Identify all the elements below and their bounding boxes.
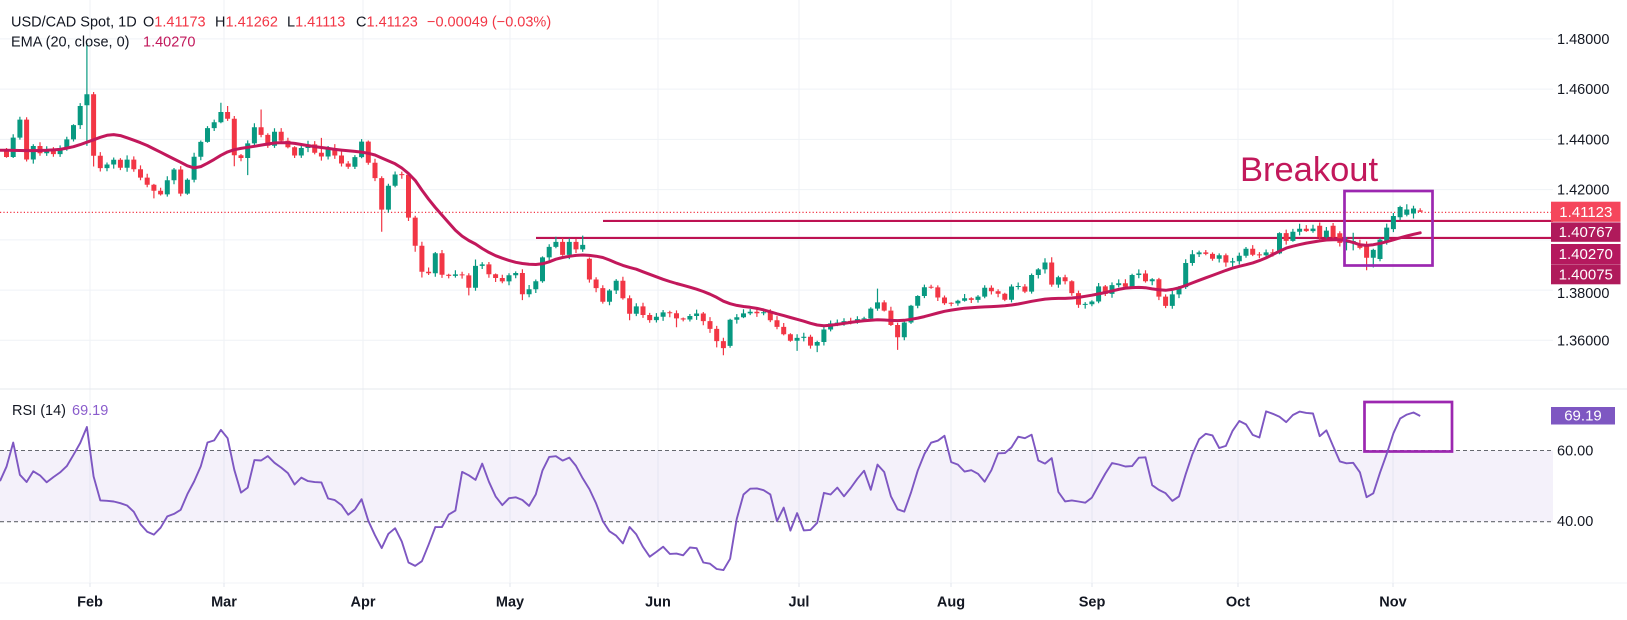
svg-text:1.38000: 1.38000 [1557,286,1609,302]
svg-text:1.41123: 1.41123 [1559,204,1612,221]
svg-text:Feb: Feb [77,595,103,611]
svg-text:1.36000: 1.36000 [1557,333,1609,349]
svg-text:Breakout: Breakout [1240,151,1378,189]
svg-text:1.40075: 1.40075 [1559,266,1613,283]
svg-text:Apr: Apr [351,595,376,611]
svg-text:Aug: Aug [937,595,965,611]
svg-text:69.19: 69.19 [1564,408,1602,425]
svg-text:Oct: Oct [1226,595,1250,611]
svg-text:Jun: Jun [645,595,671,611]
svg-text:Jul: Jul [789,595,810,611]
svg-text:May: May [496,595,524,611]
svg-text:60.00: 60.00 [1557,444,1593,460]
svg-text:1.40270: 1.40270 [1559,246,1613,263]
svg-text:Sep: Sep [1079,595,1106,611]
svg-text:1.48000: 1.48000 [1557,32,1609,48]
svg-text:40.00: 40.00 [1557,514,1593,530]
svg-text:1.46000: 1.46000 [1557,82,1609,98]
svg-text:RSI (14)69.19: RSI (14) 69.19 [12,403,108,419]
svg-text:1.42000: 1.42000 [1557,183,1609,199]
svg-text:Nov: Nov [1379,595,1406,611]
svg-text:Mar: Mar [211,595,237,611]
svg-text:1.40767: 1.40767 [1559,224,1613,241]
svg-text:1.44000: 1.44000 [1557,132,1609,148]
svg-text:EMA (20, close, 0)1.40270: EMA (20, close, 0) 1.40270 [11,35,195,51]
